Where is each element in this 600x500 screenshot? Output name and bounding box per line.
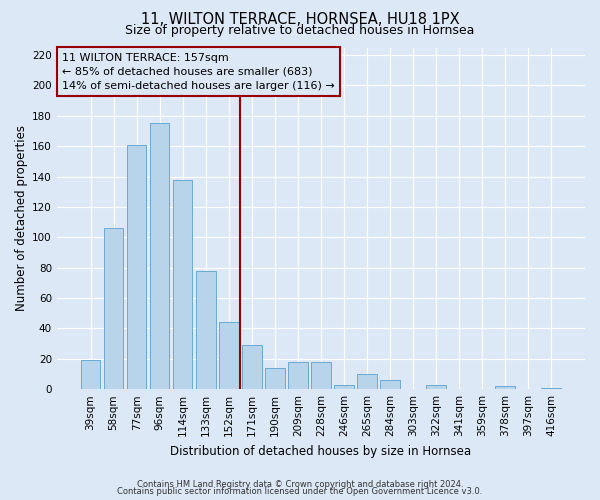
Y-axis label: Number of detached properties: Number of detached properties — [15, 126, 28, 312]
Bar — [196, 270, 215, 389]
Bar — [81, 360, 100, 389]
Bar — [242, 345, 262, 389]
Bar — [127, 144, 146, 389]
Bar — [496, 386, 515, 389]
Bar — [380, 380, 400, 389]
X-axis label: Distribution of detached houses by size in Hornsea: Distribution of detached houses by size … — [170, 444, 472, 458]
Bar — [426, 384, 446, 389]
Text: Size of property relative to detached houses in Hornsea: Size of property relative to detached ho… — [125, 24, 475, 37]
Bar — [288, 362, 308, 389]
Bar — [541, 388, 561, 389]
Bar — [104, 228, 124, 389]
Text: Contains public sector information licensed under the Open Government Licence v3: Contains public sector information licen… — [118, 488, 482, 496]
Bar — [357, 374, 377, 389]
Bar — [219, 322, 239, 389]
Bar — [311, 362, 331, 389]
Bar — [173, 180, 193, 389]
Text: 11 WILTON TERRACE: 157sqm
← 85% of detached houses are smaller (683)
14% of semi: 11 WILTON TERRACE: 157sqm ← 85% of detac… — [62, 52, 335, 90]
Text: Contains HM Land Registry data © Crown copyright and database right 2024.: Contains HM Land Registry data © Crown c… — [137, 480, 463, 489]
Text: 11, WILTON TERRACE, HORNSEA, HU18 1PX: 11, WILTON TERRACE, HORNSEA, HU18 1PX — [140, 12, 460, 28]
Bar — [265, 368, 284, 389]
Bar — [334, 384, 354, 389]
Bar — [150, 124, 169, 389]
